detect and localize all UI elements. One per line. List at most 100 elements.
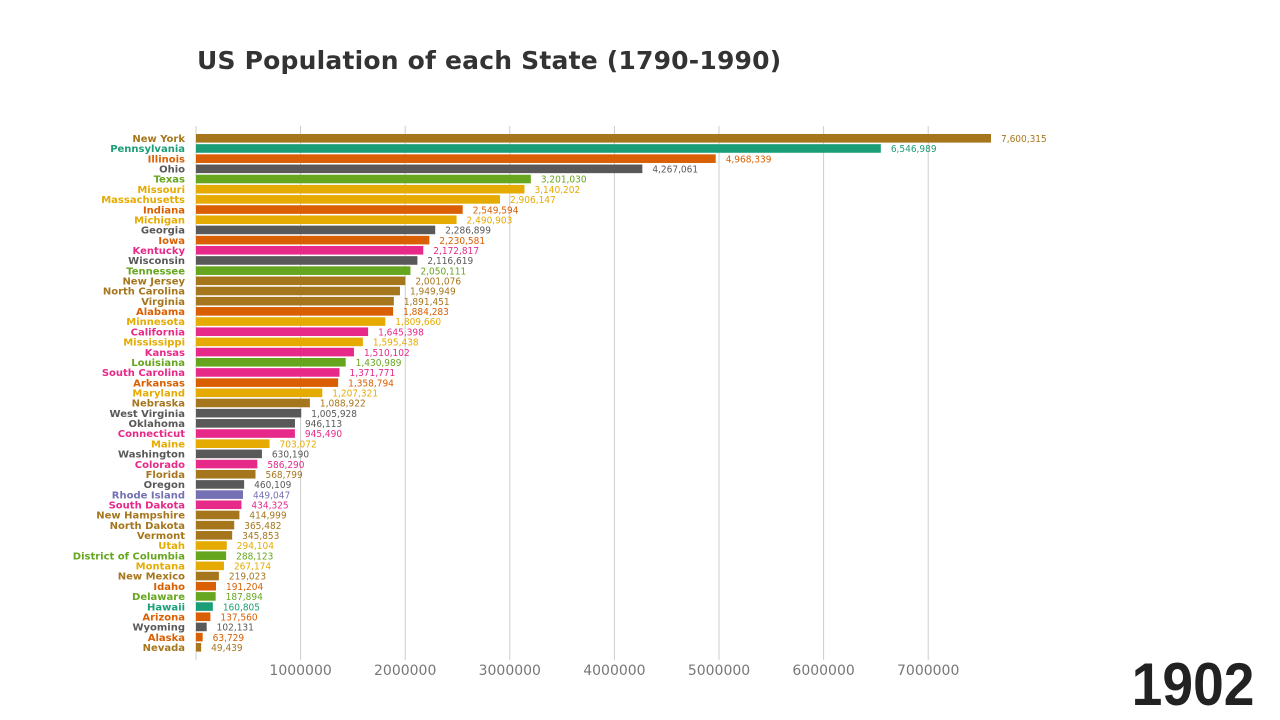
bar — [196, 581, 216, 591]
bar — [196, 408, 302, 418]
bar-label: Maine — [151, 439, 185, 450]
bar-label: Indiana — [143, 205, 185, 216]
bar — [196, 520, 235, 530]
value-label: 6,546,989 — [891, 144, 937, 155]
bar — [196, 398, 310, 408]
bar — [196, 378, 339, 387]
bar — [196, 347, 354, 357]
bar — [196, 480, 245, 489]
bar-label: Wyoming — [132, 623, 185, 634]
bar — [196, 622, 207, 632]
bar — [196, 134, 991, 143]
value-label: 1,358,794 — [348, 378, 394, 389]
x-tick-label: 2000000 — [374, 663, 436, 679]
value-label: 568,799 — [265, 470, 302, 481]
value-label: 2,549,594 — [473, 205, 519, 216]
value-label: 2,490,903 — [467, 215, 513, 226]
bar-label: District of Columbia — [73, 551, 185, 562]
value-label: 2,172,817 — [433, 246, 479, 257]
value-label: 63,729 — [213, 633, 245, 644]
bar — [196, 388, 323, 398]
bar — [196, 235, 430, 245]
value-label: 414,999 — [249, 511, 286, 522]
bar — [196, 195, 500, 204]
bar — [196, 245, 424, 255]
value-label: 267,174 — [234, 562, 271, 573]
bar-label: Rhode Island — [112, 490, 185, 501]
bar-label: Michigan — [134, 215, 185, 226]
bar — [196, 571, 219, 581]
bar-label: Nebraska — [132, 399, 185, 410]
x-tick-label: 3000000 — [479, 663, 541, 679]
value-label: 945,490 — [305, 429, 342, 440]
bar — [196, 296, 394, 306]
value-label: 160,805 — [223, 602, 260, 613]
value-label: 288,123 — [236, 551, 273, 562]
bar — [196, 419, 295, 428]
value-label: 1,088,922 — [320, 399, 366, 410]
bar — [196, 561, 224, 571]
value-label: 1,371,771 — [349, 368, 395, 379]
value-label: 1,510,102 — [364, 348, 410, 359]
bar-label: Ohio — [159, 165, 185, 176]
bar — [196, 429, 295, 438]
value-label: 449,047 — [253, 490, 290, 501]
bar — [196, 286, 400, 296]
bar-label: Vermont — [137, 531, 185, 542]
bar-label: Pennsylvania — [110, 144, 185, 155]
value-label: 3,201,030 — [541, 175, 587, 186]
bar — [196, 643, 202, 652]
x-tick-label: 7000000 — [897, 663, 959, 679]
x-tick-label: 5000000 — [688, 663, 750, 679]
bar-label: South Dakota — [109, 500, 185, 511]
value-label: 191,204 — [226, 582, 263, 593]
bar-label: Mississippi — [123, 338, 185, 349]
bar-label: New Mexico — [118, 572, 185, 583]
value-label: 102,131 — [217, 623, 254, 634]
bar — [196, 357, 346, 367]
value-label: 460,109 — [254, 480, 291, 491]
bar — [196, 317, 386, 326]
bar — [196, 469, 256, 479]
bar-label: South Carolina — [102, 368, 185, 379]
value-label: 294,104 — [237, 541, 274, 552]
value-label: 1,809,660 — [395, 317, 441, 328]
value-label: 365,482 — [244, 521, 281, 532]
bar-label: Arkansas — [133, 378, 185, 389]
bar-label: Arizona — [142, 612, 185, 623]
bar-label: Maryland — [132, 389, 185, 400]
value-label: 1,884,283 — [403, 307, 449, 318]
value-label: 1,949,949 — [410, 287, 456, 298]
bar — [196, 307, 394, 316]
bar-label: Kansas — [145, 348, 185, 359]
value-label: 434,325 — [251, 500, 288, 511]
bar-label: Nevada — [143, 643, 185, 654]
bar-label: Kentucky — [133, 246, 186, 257]
bar — [196, 602, 213, 611]
bar-label: Idaho — [153, 582, 185, 593]
value-label: 4,267,061 — [652, 165, 698, 176]
bar-label: West Virginia — [110, 409, 185, 420]
bar — [196, 368, 340, 377]
value-label: 1,207,321 — [332, 389, 378, 400]
bar-label: Oregon — [144, 480, 185, 491]
value-label: 2,906,147 — [510, 195, 556, 206]
bar — [196, 449, 262, 459]
bar-label: Tennessee — [126, 266, 185, 277]
bar-label: Connecticut — [118, 429, 185, 440]
value-label: 586,290 — [267, 460, 304, 471]
bar-label: Virginia — [141, 297, 185, 308]
bar-label: New York — [132, 134, 185, 145]
chart-title: US Population of each State (1790-1990) — [197, 46, 782, 75]
bar — [196, 337, 363, 347]
bar-label: Massachusetts — [101, 195, 185, 206]
bar-label: California — [131, 327, 185, 338]
bar — [196, 551, 227, 560]
bar — [196, 205, 463, 214]
bar-label: North Dakota — [110, 521, 185, 532]
bar-label: Missouri — [137, 185, 185, 196]
value-label: 1,430,989 — [356, 358, 402, 369]
bar-label: Alaska — [148, 633, 185, 644]
bar — [196, 510, 240, 520]
bar — [196, 531, 233, 540]
